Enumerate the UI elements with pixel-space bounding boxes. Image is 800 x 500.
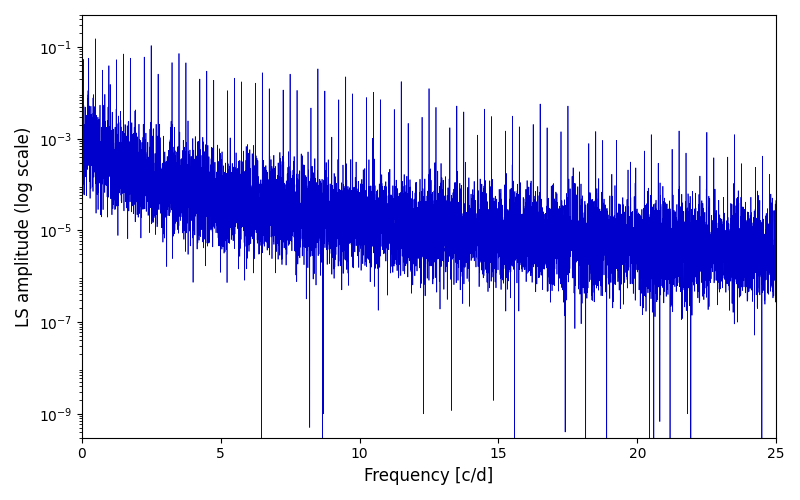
- Y-axis label: LS amplitude (log scale): LS amplitude (log scale): [15, 126, 33, 326]
- X-axis label: Frequency [c/d]: Frequency [c/d]: [364, 467, 494, 485]
